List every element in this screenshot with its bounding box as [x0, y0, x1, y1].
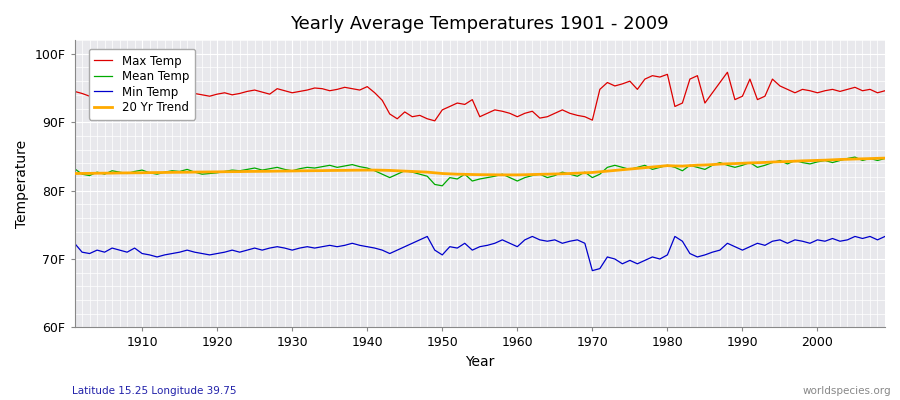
Line: Max Temp: Max Temp — [75, 72, 885, 121]
20 Yr Trend — [294, 168, 305, 173]
Min Temp — [519, 238, 530, 242]
Mean Temp — [436, 184, 447, 188]
Max Temp — [130, 90, 140, 94]
Mean Temp — [339, 164, 350, 168]
Max Temp — [429, 118, 440, 123]
Min Temp — [130, 246, 140, 250]
20 Yr Trend — [497, 172, 508, 177]
Title: Yearly Average Temperatures 1901 - 2009: Yearly Average Temperatures 1901 - 2009 — [291, 15, 669, 33]
Min Temp — [294, 246, 305, 250]
20 Yr Trend — [339, 168, 350, 173]
Max Temp — [609, 84, 620, 88]
Min Temp — [587, 268, 598, 273]
Mean Temp — [609, 163, 620, 168]
Mean Temp — [850, 155, 860, 160]
Mean Temp — [512, 179, 523, 184]
Y-axis label: Temperature: Temperature — [15, 140, 29, 228]
Mean Temp — [879, 156, 890, 161]
Min Temp — [879, 234, 890, 239]
Min Temp — [422, 234, 433, 239]
Mean Temp — [69, 166, 80, 171]
Max Temp — [512, 114, 523, 119]
Max Temp — [879, 88, 890, 93]
Line: Min Temp: Min Temp — [75, 236, 885, 271]
Line: 20 Yr Trend: 20 Yr Trend — [75, 158, 885, 175]
Legend: Max Temp, Mean Temp, Min Temp, 20 Yr Trend: Max Temp, Mean Temp, Min Temp, 20 Yr Tre… — [88, 49, 195, 120]
20 Yr Trend — [69, 171, 80, 176]
20 Yr Trend — [609, 168, 620, 173]
20 Yr Trend — [130, 170, 140, 175]
Mean Temp — [294, 166, 305, 171]
X-axis label: Year: Year — [465, 355, 494, 369]
20 Yr Trend — [519, 172, 530, 177]
Max Temp — [339, 85, 350, 90]
Text: Latitude 15.25 Longitude 39.75: Latitude 15.25 Longitude 39.75 — [72, 386, 237, 396]
Mean Temp — [130, 169, 140, 174]
Line: Mean Temp: Mean Temp — [75, 157, 885, 186]
Min Temp — [339, 243, 350, 248]
20 Yr Trend — [512, 172, 523, 177]
Mean Temp — [519, 175, 530, 180]
Min Temp — [617, 261, 628, 266]
Min Temp — [69, 241, 80, 246]
Max Temp — [69, 89, 80, 94]
20 Yr Trend — [879, 156, 890, 160]
Max Temp — [722, 70, 733, 75]
Max Temp — [519, 111, 530, 116]
Max Temp — [294, 89, 305, 94]
Min Temp — [512, 244, 523, 249]
Text: worldspecies.org: worldspecies.org — [803, 386, 891, 396]
